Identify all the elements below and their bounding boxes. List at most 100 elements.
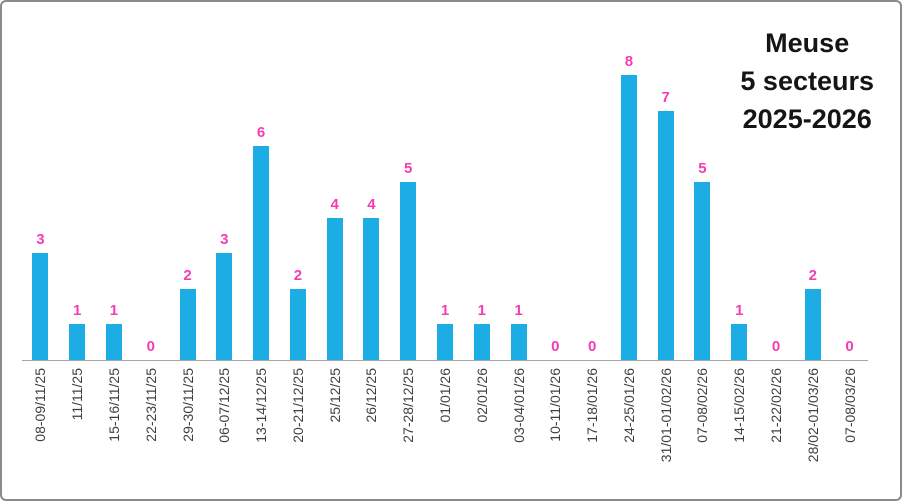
x-axis-label: 02/01/26	[473, 368, 490, 423]
bar-group: 7	[647, 88, 684, 360]
x-label-cell: 03-04/01/26	[500, 368, 537, 443]
bar-value-label: 2	[808, 266, 817, 284]
bar	[326, 217, 343, 360]
bar-value-label: 6	[256, 124, 266, 142]
bar-value-label: 1	[735, 302, 744, 320]
bar-group: 5	[390, 161, 427, 360]
bar	[363, 217, 380, 360]
x-label-cell: 21-22/02/26	[758, 368, 795, 443]
bar-group: 4	[316, 195, 353, 360]
x-label-cell: 26/12/25	[353, 368, 390, 423]
bar-value-label: 0	[771, 338, 781, 355]
x-axis-label: 13-14/12/25	[253, 368, 270, 443]
bar	[32, 253, 49, 360]
x-label-cell: 07-08/02/26	[684, 368, 721, 443]
bar-group: 3	[22, 232, 59, 360]
bar	[253, 146, 270, 360]
bar-value-label: 5	[698, 160, 707, 177]
x-axis-label: 15-16/11/25	[105, 368, 122, 442]
x-axis-label: 10-11/01/26	[547, 368, 564, 442]
bar-group: 8	[611, 54, 648, 360]
bar	[657, 110, 674, 360]
bar-value-label: 1	[514, 302, 523, 320]
x-label-cell: 22-23/11/25	[132, 368, 169, 442]
bar-group: 4	[353, 195, 390, 360]
x-label-cell: 14-15/02/26	[721, 368, 758, 443]
x-axis-label: 28/02-01/03/26	[804, 368, 821, 463]
bar-group: 1	[59, 303, 96, 360]
bar-group: 0	[831, 339, 868, 360]
x-label-cell: 01/01/26	[427, 368, 464, 423]
bar-value-label: 0	[845, 338, 854, 355]
x-label-cell: 17-18/01/26	[574, 368, 611, 443]
bar	[179, 288, 196, 360]
x-label-cell: 08-09/11/25	[22, 368, 59, 442]
bar-group: 1	[463, 303, 500, 360]
x-axis-label: 31/01-01/02/26	[657, 368, 674, 463]
bar-value-label: 1	[109, 302, 119, 320]
chart-title: Meuse 5 secteurs 2025-2026	[740, 24, 874, 138]
x-axis-label: 03-04/01/26	[510, 368, 527, 443]
bar-value-label: 0	[551, 338, 560, 355]
bar-group: 0	[758, 339, 795, 360]
bar-value-label: 2	[293, 266, 303, 284]
bar-value-label: 0	[146, 338, 155, 355]
x-axis-label: 11/11/25	[69, 368, 86, 421]
x-axis-label: 07-08/03/26	[841, 368, 858, 443]
bar-value-label: 1	[440, 302, 450, 320]
bar-value-label: 8	[624, 53, 634, 71]
bar	[473, 324, 490, 360]
x-axis-label: 25/12/25	[326, 368, 343, 423]
bar	[289, 288, 306, 360]
bar-value-label: 5	[404, 160, 413, 177]
chart-title-line-3: 2025-2026	[742, 104, 872, 134]
x-axis-label: 22-23/11/25	[142, 368, 159, 442]
x-label-cell: 07-08/03/26	[831, 368, 868, 443]
x-label-cell: 24-25/01/26	[611, 368, 648, 443]
x-axis-label: 26/12/25	[363, 368, 380, 423]
x-axis-label: 01/01/26	[436, 368, 453, 423]
bar-group: 0	[574, 339, 611, 360]
x-label-cell: 02/01/26	[463, 368, 500, 423]
x-label-cell: 13-14/12/25	[243, 368, 280, 443]
x-axis-label: 08-09/11/25	[32, 368, 49, 442]
bar-group: 1	[500, 303, 537, 360]
bar-group: 0	[132, 339, 169, 360]
bar	[804, 288, 821, 360]
bar-value-label: 4	[330, 195, 339, 213]
bar	[216, 253, 233, 360]
x-axis-label: 20-21/12/25	[289, 368, 306, 443]
bar-group: 2	[794, 266, 831, 360]
bar-group: 1	[427, 303, 464, 360]
bar-group: 1	[721, 303, 758, 360]
bar	[694, 182, 711, 360]
x-label-cell: 31/01-01/02/26	[647, 368, 684, 462]
x-axis-label: 29-30/11/25	[179, 368, 196, 442]
bar-group: 2	[169, 266, 206, 360]
x-axis-label: 24-25/01/26	[620, 368, 637, 443]
bar	[436, 324, 453, 360]
x-label-cell: 25/12/25	[316, 368, 353, 423]
x-axis-label: 06-07/12/25	[216, 368, 233, 443]
chart-title-line-1: Meuse	[765, 28, 850, 58]
x-label-cell: 11/11/25	[59, 368, 96, 420]
bar-value-label: 1	[477, 302, 486, 320]
bar-value-label: 4	[367, 195, 376, 213]
x-axis-label: 14-15/02/26	[731, 368, 748, 443]
bar	[69, 324, 86, 360]
x-label-cell: 27-28/12/25	[390, 368, 427, 443]
x-axis-label: 27-28/12/25	[400, 368, 417, 443]
x-label-cell: 06-07/12/25	[206, 368, 243, 443]
bar-value-label: 7	[661, 88, 670, 106]
bar	[620, 75, 637, 360]
x-axis-labels: 08-09/11/25 11/11/25 15-16/11/25 22-23/11/2…	[22, 368, 868, 462]
bars-row: 3 1 1 0 2 3 6 2 4 4 5 1 1 1 0 0 8 7 5 1 0 2 0	[22, 2, 868, 360]
bar-value-label: 3	[36, 231, 45, 249]
bar-value-label: 2	[183, 266, 192, 284]
bar	[400, 182, 417, 360]
x-axis-label: 21-22/02/26	[768, 368, 785, 443]
bar-value-label: 0	[587, 338, 597, 355]
bar-group: 0	[537, 339, 574, 360]
chart-title-line-2: 5 secteurs	[740, 66, 874, 96]
bar-value-label: 1	[73, 302, 82, 320]
